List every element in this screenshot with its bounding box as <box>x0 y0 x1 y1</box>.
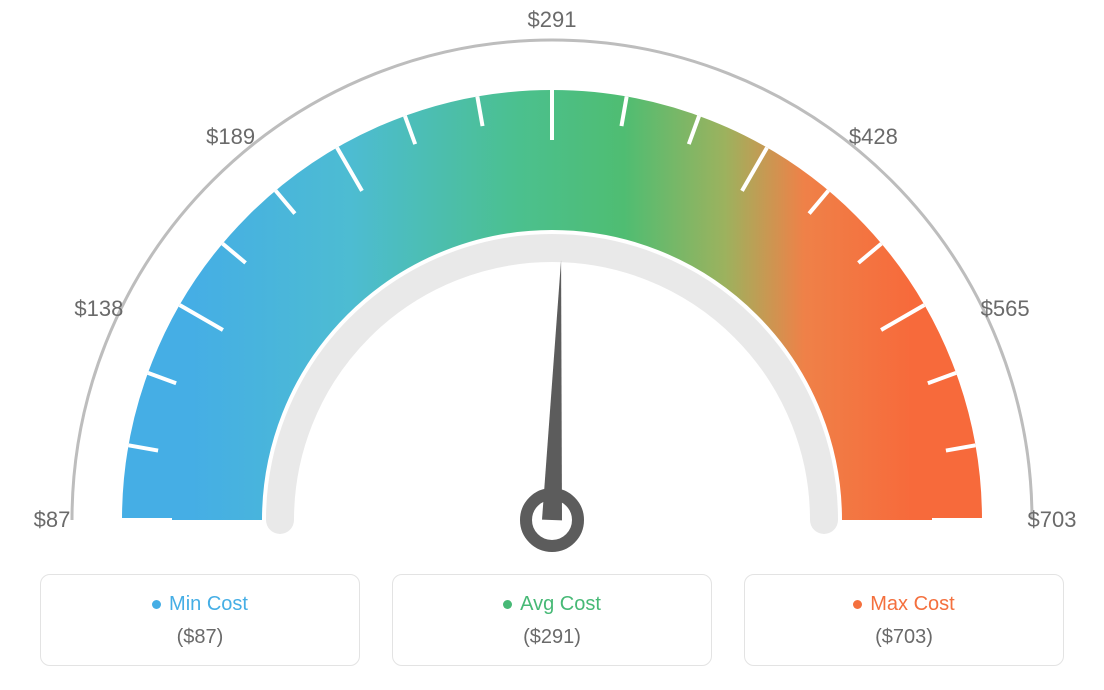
legend-card-avg: Avg Cost ($291) <box>392 574 712 666</box>
scale-label: $291 <box>528 7 577 33</box>
legend-card-max: Max Cost ($703) <box>744 574 1064 666</box>
legend-row: Min Cost ($87) Avg Cost ($291) Max Cost … <box>40 574 1064 666</box>
gauge-svg <box>0 0 1104 560</box>
legend-dot-avg <box>503 600 512 609</box>
legend-dot-max <box>853 600 862 609</box>
legend-title-avg: Avg Cost <box>503 593 601 616</box>
scale-label: $189 <box>206 124 255 150</box>
scale-label: $565 <box>981 296 1030 322</box>
scale-label: $87 <box>34 507 71 533</box>
scale-label: $138 <box>74 296 123 322</box>
legend-title-max-text: Max Cost <box>870 593 954 616</box>
legend-card-min: Min Cost ($87) <box>40 574 360 666</box>
legend-value-min: ($87) <box>51 626 349 649</box>
cost-gauge-chart: $87 $138 $189 $291 $428 $565 $703 Min Cost ($8… <box>0 0 1104 690</box>
legend-title-min-text: Min Cost <box>169 593 248 616</box>
legend-title-avg-text: Avg Cost <box>520 593 601 616</box>
legend-title-max: Max Cost <box>853 593 954 616</box>
legend-title-min: Min Cost <box>152 593 248 616</box>
legend-value-max: ($703) <box>755 626 1053 649</box>
legend-dot-min <box>152 600 161 609</box>
scale-label: $703 <box>1028 507 1077 533</box>
scale-label: $428 <box>849 124 898 150</box>
legend-value-avg: ($291) <box>403 626 701 649</box>
gauge-area: $87 $138 $189 $291 $428 $565 $703 <box>0 0 1104 560</box>
